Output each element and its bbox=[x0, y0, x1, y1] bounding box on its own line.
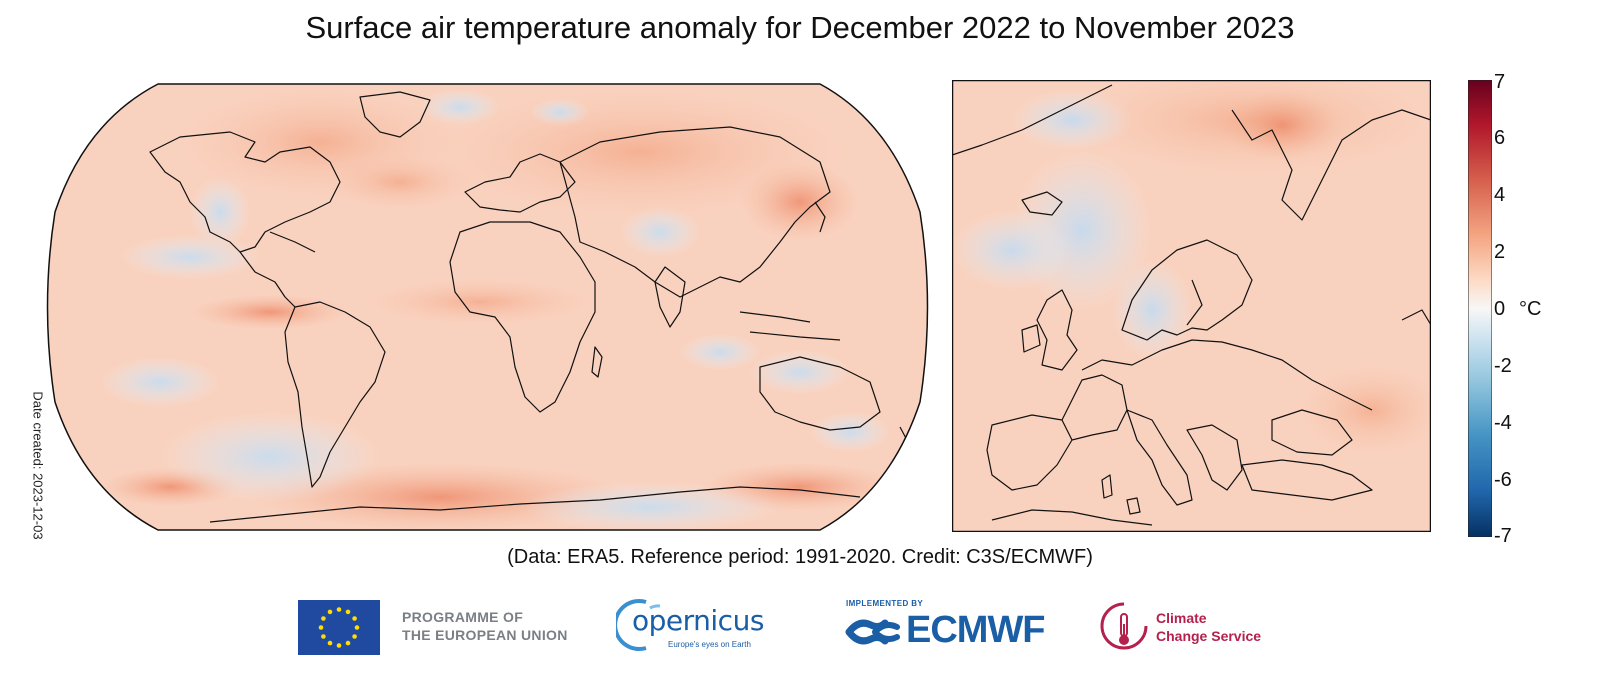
colorbar-tick: -2 bbox=[1494, 355, 1512, 377]
colorbar-tick: -4 bbox=[1494, 412, 1512, 434]
colorbar bbox=[1468, 80, 1492, 537]
logo-strip: PROGRAMME OF THE EUROPEAN UNION opernicu… bbox=[0, 590, 1600, 670]
eu-star-icon bbox=[345, 609, 351, 615]
ecmwf-logo-icon bbox=[845, 619, 900, 645]
map-title: Surface air temperature anomaly for Dece… bbox=[305, 10, 1295, 45]
copernicus-logo-icon bbox=[616, 599, 661, 651]
copernicus-tagline: Europe's eyes on Earth bbox=[668, 640, 751, 649]
colorbar-tick: 0 bbox=[1494, 298, 1506, 320]
colorbar-tick: -7 bbox=[1494, 525, 1512, 547]
eu-programme-label: PROGRAMME OF THE EUROPEAN UNION bbox=[402, 609, 568, 643]
europe-map bbox=[952, 80, 1431, 532]
colorbar-tick: -6 bbox=[1494, 469, 1512, 491]
eu-star-icon bbox=[345, 640, 351, 646]
implemented-by-label: IMPLEMENTED BY bbox=[846, 599, 924, 608]
eu-star-icon bbox=[336, 643, 342, 648]
eu-star-icon bbox=[321, 634, 326, 639]
eu-star-icon bbox=[318, 625, 324, 630]
copernicus-wordmark: opernicus bbox=[632, 604, 764, 637]
colorbar-tick: 2 bbox=[1494, 241, 1506, 263]
eu-flag-icon bbox=[298, 600, 380, 655]
eu-star-icon bbox=[327, 609, 333, 615]
eu-star-icon bbox=[327, 640, 333, 646]
world-map bbox=[46, 83, 929, 531]
colorbar-tick: 6 bbox=[1494, 127, 1506, 149]
eu-star-icon bbox=[354, 625, 360, 630]
eu-star-icon bbox=[321, 616, 326, 621]
eu-star-icon bbox=[336, 607, 342, 612]
date-created-label: Date created: 2023-12-03 bbox=[30, 391, 46, 540]
thermometer-icon bbox=[1100, 602, 1148, 650]
colorbar-unit: °C bbox=[1519, 298, 1542, 320]
colorbar-tick: 7 bbox=[1494, 71, 1506, 93]
colorbar-ticks: 7 6 4 2 0 -2 -4 -6 -7 bbox=[1490, 71, 1530, 547]
ecmwf-wordmark: ECMWF bbox=[906, 609, 1046, 651]
c3s-wordmark: Climate Change Service bbox=[1156, 610, 1262, 644]
eu-star-icon bbox=[352, 616, 357, 621]
eu-star-icon bbox=[352, 634, 357, 639]
credit-line: (Data: ERA5. Reference period: 1991-2020… bbox=[507, 546, 1093, 568]
colorbar-tick: 4 bbox=[1494, 184, 1506, 206]
